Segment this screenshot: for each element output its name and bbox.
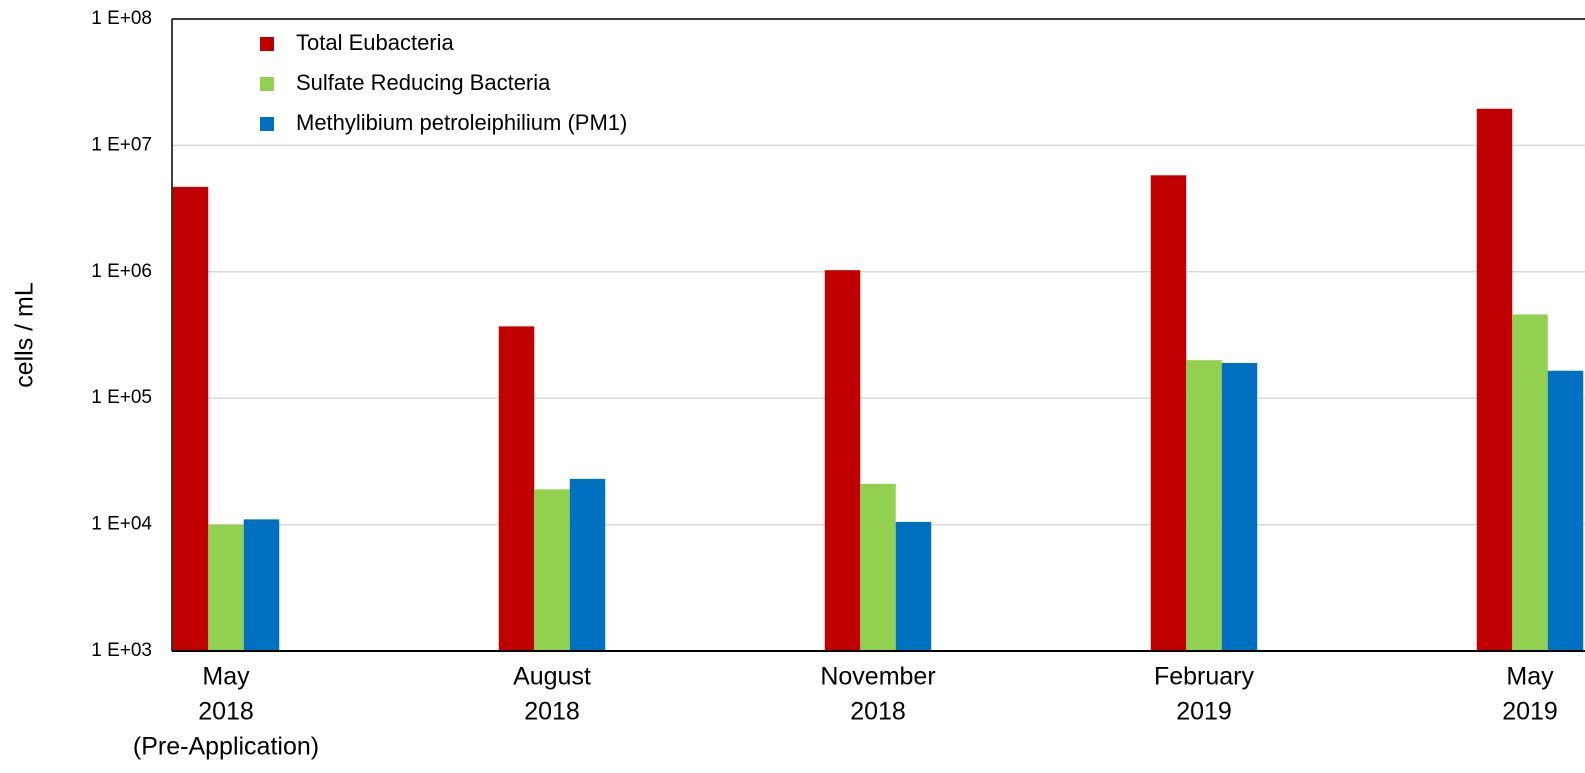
bar: [1547, 370, 1584, 651]
x-tick-label: 2018: [850, 698, 906, 726]
x-tick-label: May: [202, 663, 250, 691]
bar: [208, 524, 244, 651]
y-tick-label: 1 E+04: [91, 514, 152, 535]
bar: [860, 483, 896, 651]
bar: [243, 519, 280, 651]
legend-label: Methylibium petroleiphilium (PM1): [296, 110, 627, 135]
bar: [172, 186, 209, 651]
y-tick-label: 1 E+07: [91, 134, 152, 155]
y-tick-label: 1 E+03: [91, 640, 152, 661]
x-tick-label: (Pre-Application): [133, 733, 319, 761]
y-tick-label: 1 E+08: [91, 8, 152, 29]
bar: [534, 489, 570, 651]
bar: [1221, 362, 1258, 651]
legend-swatch: [260, 77, 274, 91]
legend-swatch: [260, 117, 274, 131]
x-tick-label: 2018: [524, 698, 580, 726]
x-tick-label: 2018: [198, 698, 254, 726]
bar: [1512, 314, 1548, 651]
bar: [824, 270, 861, 651]
bar: [569, 478, 606, 651]
x-tick-label: November: [820, 663, 935, 691]
x-tick-label: February: [1154, 663, 1255, 691]
y-axis-label: cells / mL: [11, 282, 39, 388]
bar: [895, 521, 932, 651]
bar: [1150, 175, 1187, 651]
bar: [498, 326, 535, 651]
legend-label: Total Eubacteria: [296, 30, 455, 55]
x-tick-label: 2019: [1502, 698, 1558, 726]
legend-label: Sulfate Reducing Bacteria: [296, 70, 551, 95]
x-tick-label: 2019: [1176, 698, 1232, 726]
bar: [1186, 360, 1222, 651]
x-tick-label: August: [513, 663, 591, 691]
legend-swatch: [260, 37, 274, 51]
y-tick-label: 1 E+05: [91, 387, 152, 408]
x-tick-label: May: [1506, 663, 1554, 691]
y-tick-label: 1 E+06: [91, 261, 152, 282]
bar: [1476, 108, 1513, 651]
